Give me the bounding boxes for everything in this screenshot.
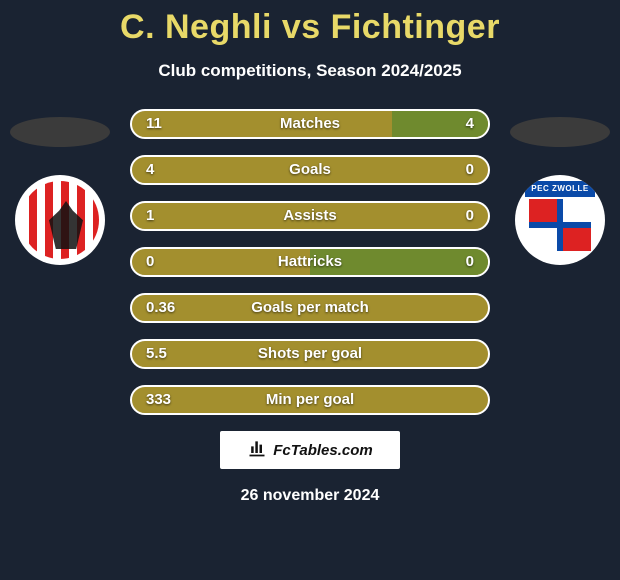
stat-label: Goals per match xyxy=(132,295,488,321)
stat-bar: 333Min per goal xyxy=(130,385,490,415)
stat-value-right: 0 xyxy=(466,203,474,229)
stat-bar: 5.5Shots per goal xyxy=(130,339,490,369)
stat-value-right: 4 xyxy=(466,111,474,137)
stat-label: Hattricks xyxy=(132,249,488,275)
header: C. Neghli vs Fichtinger Club competition… xyxy=(0,0,620,81)
stat-bar: 11Matches4 xyxy=(130,109,490,139)
right-player-column: PEC ZWOLLE xyxy=(510,109,610,265)
comparison-content: PEC ZWOLLE 11Matches44Goals01Assists00Ha… xyxy=(0,109,620,505)
left-player-column xyxy=(10,109,110,265)
stat-label: Shots per goal xyxy=(132,341,488,367)
stat-bar: 0Hattricks0 xyxy=(130,247,490,277)
bar-chart-icon xyxy=(247,438,267,462)
club-badge-graphic xyxy=(21,181,99,259)
page-title: C. Neghli vs Fichtinger xyxy=(0,8,620,47)
brand-watermark: FcTables.com xyxy=(220,431,400,469)
date-caption: 26 november 2024 xyxy=(0,487,620,505)
stat-bar: 4Goals0 xyxy=(130,155,490,185)
player-shadow-ellipse-left xyxy=(10,117,110,147)
stat-label: Min per goal xyxy=(132,387,488,413)
stat-bar: 1Assists0 xyxy=(130,201,490,231)
stat-bars-container: 11Matches44Goals01Assists00Hattricks00.3… xyxy=(130,109,490,415)
pec-zwolle-badge: PEC ZWOLLE xyxy=(515,175,605,265)
club-badge-label: PEC ZWOLLE xyxy=(525,181,595,197)
stat-value-right: 0 xyxy=(466,157,474,183)
club-badge-graphic xyxy=(529,199,591,251)
stat-label: Matches xyxy=(132,111,488,137)
stat-value-right: 0 xyxy=(466,249,474,275)
brand-text: FcTables.com xyxy=(273,442,372,459)
stat-label: Goals xyxy=(132,157,488,183)
player-shadow-ellipse-right xyxy=(510,117,610,147)
stat-bar: 0.36Goals per match xyxy=(130,293,490,323)
stat-label: Assists xyxy=(132,203,488,229)
page-subtitle: Club competitions, Season 2024/2025 xyxy=(0,61,620,81)
sparta-rotterdam-badge xyxy=(15,175,105,265)
